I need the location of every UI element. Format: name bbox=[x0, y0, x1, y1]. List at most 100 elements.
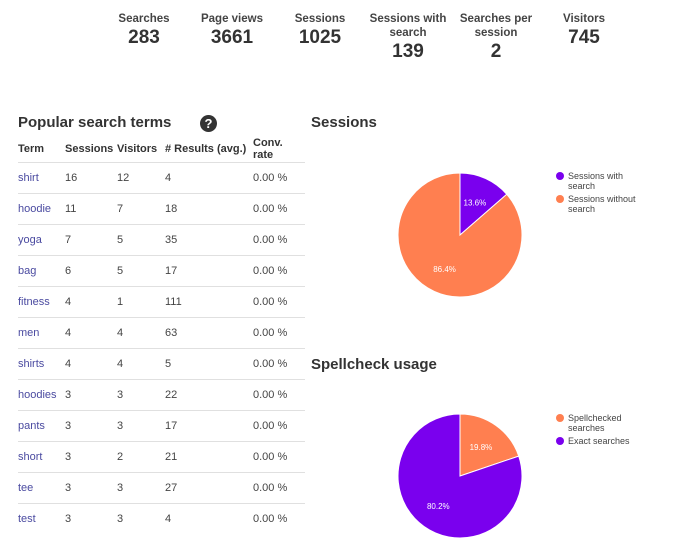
legend-label: Spellchecked searches bbox=[568, 413, 622, 433]
table-row: men 4 4 63 0.00 % bbox=[18, 317, 305, 349]
spellcheck-chart-title: Spellcheck usage bbox=[311, 356, 437, 373]
legend-label: Sessions with search bbox=[568, 171, 624, 191]
visitors-cell: 2 bbox=[117, 441, 165, 473]
term-link[interactable]: short bbox=[18, 451, 43, 463]
term-link[interactable]: pants bbox=[18, 420, 45, 432]
table-row: shirts 4 4 5 0.00 % bbox=[18, 348, 305, 380]
conv-rate-cell: 0.00 % bbox=[253, 317, 305, 349]
legend-item[interactable]: Spellchecked searches bbox=[556, 413, 636, 433]
pie-slice-label: 80.2% bbox=[427, 502, 450, 511]
pie-slice-spellchecked-searches[interactable] bbox=[459, 413, 520, 477]
term-link[interactable]: hoodie bbox=[18, 203, 52, 215]
stat-sessions-with-search: Sessions with search 139 bbox=[366, 12, 450, 63]
term-cell: test bbox=[18, 503, 65, 534]
sessions-chart-title: Sessions bbox=[311, 114, 377, 131]
visitors-cell: 1 bbox=[117, 286, 165, 318]
term-cell: shirt bbox=[18, 162, 65, 194]
term-link[interactable]: hoodies bbox=[18, 389, 57, 401]
term-cell: short bbox=[18, 441, 65, 473]
stat-value: 3661 bbox=[210, 27, 254, 48]
term-link[interactable]: yoga bbox=[18, 234, 42, 246]
results-cell: 17 bbox=[165, 410, 253, 442]
sessions-cell: 11 bbox=[65, 193, 117, 225]
results-cell: 63 bbox=[165, 317, 253, 349]
stat-value: 1025 bbox=[298, 27, 342, 48]
visitors-cell: 5 bbox=[117, 224, 165, 256]
sessions-cell: 4 bbox=[65, 286, 117, 318]
column-header-conv-rate: Conv. rate bbox=[253, 137, 283, 161]
results-cell: 4 bbox=[165, 162, 253, 194]
visitors-cell: 4 bbox=[117, 317, 165, 349]
stat-sessions: Sessions 1025 bbox=[286, 12, 354, 49]
conv-rate-cell: 0.00 % bbox=[253, 503, 305, 534]
column-header-sessions: Sessions bbox=[65, 143, 114, 155]
term-link[interactable]: fitness bbox=[18, 296, 50, 308]
term-cell: yoga bbox=[18, 224, 65, 256]
legend-item[interactable]: Sessions without search bbox=[556, 194, 636, 214]
sessions-pie-chart: 13.6% 86.4% bbox=[397, 172, 523, 298]
legend-item[interactable]: Sessions with search bbox=[556, 171, 636, 191]
conv-rate-cell: 0.00 % bbox=[253, 255, 305, 287]
table-row: yoga 7 5 35 0.00 % bbox=[18, 224, 305, 256]
visitors-cell: 3 bbox=[117, 503, 165, 534]
legend-dot-icon bbox=[556, 414, 564, 422]
term-link[interactable]: shirts bbox=[18, 358, 45, 370]
term-link[interactable]: shirt bbox=[18, 172, 39, 184]
visitors-cell: 3 bbox=[117, 410, 165, 442]
table-row: bag 6 5 17 0.00 % bbox=[18, 255, 305, 287]
term-link[interactable]: tee bbox=[18, 482, 34, 494]
results-cell: 17 bbox=[165, 255, 253, 287]
visitors-cell: 4 bbox=[117, 348, 165, 380]
sessions-cell: 4 bbox=[65, 317, 117, 349]
legend-dot-icon bbox=[556, 437, 564, 445]
table-row: test 3 3 4 0.00 % bbox=[18, 503, 305, 534]
results-cell: 5 bbox=[165, 348, 253, 380]
column-header-term: Term bbox=[18, 143, 45, 155]
table-row: pants 3 3 17 0.00 % bbox=[18, 410, 305, 442]
sessions-cell: 16 bbox=[65, 162, 117, 194]
conv-rate-cell: 0.00 % bbox=[253, 410, 305, 442]
stat-value: 2 bbox=[490, 41, 502, 62]
table-row: hoodie 11 7 18 0.00 % bbox=[18, 193, 305, 225]
results-cell: 111 bbox=[165, 286, 253, 318]
term-link[interactable]: bag bbox=[18, 265, 37, 277]
conv-rate-cell: 0.00 % bbox=[253, 348, 305, 380]
term-cell: fitness bbox=[18, 286, 65, 318]
pie-slice-label: 19.8% bbox=[470, 443, 493, 452]
sessions-cell: 3 bbox=[65, 441, 117, 473]
pie-slice-sessions-without-search[interactable] bbox=[397, 172, 523, 298]
pie-slice-exact-searches[interactable] bbox=[397, 413, 523, 539]
sessions-legend: Sessions with search Sessions without sea… bbox=[556, 171, 636, 217]
pie-slice-label: 86.4% bbox=[433, 265, 456, 274]
table-row: short 3 2 21 0.00 % bbox=[18, 441, 305, 473]
results-cell: 35 bbox=[165, 224, 253, 256]
pie-slice-sessions-with-search[interactable] bbox=[459, 172, 508, 237]
conv-rate-cell: 0.00 % bbox=[253, 224, 305, 256]
sessions-cell: 7 bbox=[65, 224, 117, 256]
legend-dot-icon bbox=[556, 172, 564, 180]
results-cell: 27 bbox=[165, 472, 253, 504]
stat-value: 139 bbox=[392, 41, 424, 62]
question-circle-icon[interactable]: ? bbox=[200, 115, 217, 132]
column-header-visitors: Visitors bbox=[117, 143, 158, 155]
search-terms-table: Term Sessions Visitors # Results (avg.) … bbox=[18, 136, 305, 534]
term-cell: pants bbox=[18, 410, 65, 442]
results-cell: 22 bbox=[165, 379, 253, 411]
table-row: hoodies 3 3 22 0.00 % bbox=[18, 379, 305, 411]
sessions-cell: 3 bbox=[65, 503, 117, 534]
stat-value: 283 bbox=[128, 27, 160, 48]
legend-label: Exact searches bbox=[568, 436, 630, 446]
legend-item[interactable]: Exact searches bbox=[556, 436, 636, 446]
sessions-cell: 3 bbox=[65, 472, 117, 504]
conv-rate-cell: 0.00 % bbox=[253, 441, 305, 473]
stat-label: Searches bbox=[118, 13, 170, 25]
legend-dot-icon bbox=[556, 195, 564, 203]
conv-rate-cell: 0.00 % bbox=[253, 286, 305, 318]
term-link[interactable]: men bbox=[18, 327, 40, 339]
term-cell: tee bbox=[18, 472, 65, 504]
term-link[interactable]: test bbox=[18, 513, 36, 525]
visitors-cell: 7 bbox=[117, 193, 165, 225]
term-cell: shirts bbox=[18, 348, 65, 380]
results-cell: 4 bbox=[165, 503, 253, 534]
sessions-cell: 3 bbox=[65, 379, 117, 411]
